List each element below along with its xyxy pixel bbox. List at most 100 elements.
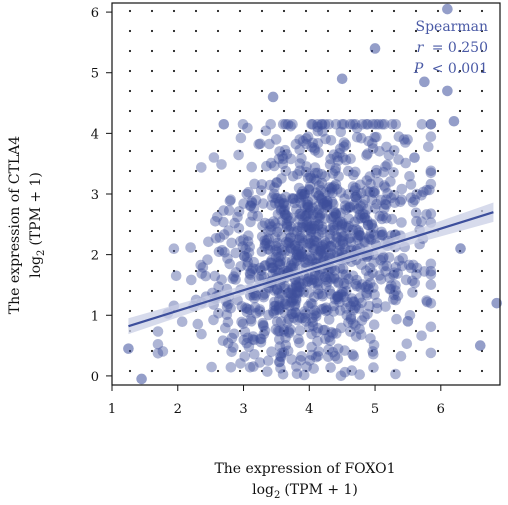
data-point — [327, 168, 339, 179]
x-axis-ticks: 1 2 3 4 5 6 — [108, 385, 445, 417]
data-point — [287, 119, 298, 130]
data-point — [284, 245, 295, 257]
data-point — [294, 312, 305, 323]
data-point — [206, 361, 217, 373]
data-point — [313, 270, 325, 281]
data-point — [302, 254, 314, 266]
grid-dot — [392, 229, 396, 233]
data-point — [277, 158, 289, 170]
data-point — [292, 243, 304, 255]
data-point — [348, 296, 359, 307]
data-point — [263, 233, 275, 245]
data-point — [350, 278, 362, 290]
data-point — [320, 133, 331, 145]
data-point — [365, 277, 376, 289]
grid-dot — [172, 29, 176, 33]
data-point — [277, 215, 288, 226]
data-point — [298, 369, 310, 381]
data-point — [272, 264, 284, 276]
grid-dot — [392, 209, 396, 213]
data-point — [274, 198, 285, 210]
data-point — [320, 238, 332, 249]
data-point — [350, 331, 362, 342]
data-point — [295, 188, 307, 200]
data-point — [294, 214, 305, 225]
grid-dot — [282, 309, 286, 313]
data-point — [249, 178, 260, 190]
data-point — [312, 350, 324, 362]
data-point — [274, 356, 286, 368]
grid-dot — [238, 69, 242, 73]
data-point — [249, 334, 260, 346]
data-point — [309, 223, 320, 234]
data-point — [326, 326, 337, 338]
data-point — [265, 257, 276, 268]
grid-dot — [392, 29, 396, 33]
data-point — [290, 138, 302, 150]
data-point — [286, 255, 298, 267]
grid-dot — [128, 249, 132, 253]
data-point — [388, 145, 400, 156]
grid-dot — [260, 229, 264, 233]
grid-dot — [480, 289, 484, 293]
data-point — [392, 268, 404, 279]
grid-dot — [480, 189, 484, 193]
data-point — [309, 162, 321, 173]
data-point — [294, 233, 305, 244]
data-point — [292, 315, 303, 326]
grid-dot — [172, 269, 176, 273]
data-point — [294, 165, 306, 177]
grid-dot — [150, 329, 154, 333]
data-point — [275, 255, 286, 267]
data-point — [318, 303, 330, 315]
data-point — [230, 247, 241, 259]
grid-dot — [436, 189, 440, 193]
data-point — [222, 253, 233, 264]
data-point — [283, 287, 295, 298]
grid-dot — [282, 369, 286, 373]
data-point — [331, 184, 343, 195]
data-point — [338, 291, 350, 303]
data-point — [270, 245, 281, 256]
data-point — [316, 224, 328, 235]
grid-dot — [194, 169, 198, 173]
data-point — [378, 180, 390, 191]
grid-dot — [304, 249, 308, 253]
data-point — [250, 308, 262, 319]
data-point — [257, 198, 269, 209]
data-point — [361, 290, 373, 301]
y-tick-label: 0 — [91, 370, 99, 385]
grid-dot — [238, 329, 242, 333]
data-point — [362, 219, 374, 231]
grid-dot — [128, 29, 132, 33]
data-point — [299, 201, 311, 212]
grid-dot — [348, 129, 352, 133]
data-point — [361, 215, 373, 226]
data-point — [270, 240, 282, 252]
data-point — [425, 321, 437, 333]
data-point — [289, 300, 300, 312]
data-point — [300, 166, 312, 178]
data-point — [223, 298, 234, 310]
grid-dot — [414, 289, 418, 293]
data-point — [224, 258, 235, 270]
grid-dot — [216, 89, 220, 93]
data-point — [375, 274, 387, 285]
data-point — [308, 274, 320, 285]
data-point — [353, 303, 365, 314]
data-point — [343, 273, 354, 285]
grid-dot — [480, 69, 484, 73]
data-point — [323, 119, 335, 130]
data-point — [345, 236, 357, 248]
grid-dot — [304, 309, 308, 313]
data-point — [313, 229, 324, 240]
data-point — [136, 373, 147, 385]
grid-dot — [348, 369, 352, 373]
data-point — [380, 161, 391, 172]
data-point — [314, 212, 325, 224]
data-point — [350, 320, 361, 331]
data-point — [425, 119, 437, 130]
data-point — [328, 198, 339, 210]
data-point — [283, 313, 295, 325]
data-point — [334, 245, 345, 256]
